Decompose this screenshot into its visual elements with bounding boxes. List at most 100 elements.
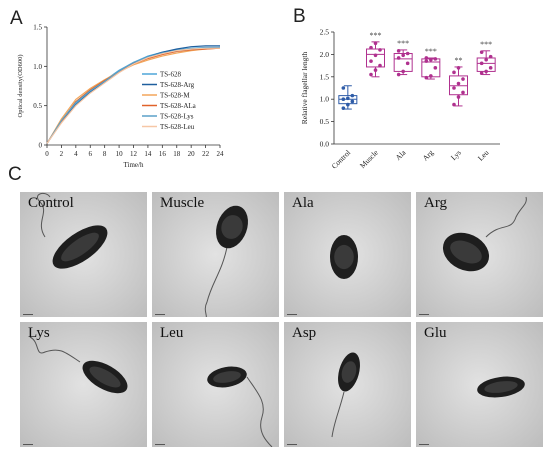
tem-label: Arg (424, 195, 448, 211)
tem-label: Asp (292, 325, 317, 341)
y-tick-label: 2.0 (320, 50, 330, 59)
data-point (488, 54, 493, 59)
y-tick-label: 0 (39, 142, 43, 150)
y-tick-label: 1.5 (320, 72, 330, 81)
significance-label: *** (425, 47, 437, 56)
cell-interior (484, 381, 518, 393)
micrograph (284, 192, 411, 317)
y-axis-label: Relative flagellar length (300, 52, 309, 125)
data-point (396, 72, 401, 77)
series-line (46, 45, 220, 144)
flagellum (246, 376, 273, 447)
cell-interior (450, 240, 482, 264)
micrograph (20, 322, 147, 447)
cell-interior (221, 215, 243, 239)
tem-image-leu: Leu (152, 322, 279, 447)
x-tick-label: 14 (144, 150, 152, 158)
cell-interior (61, 232, 99, 262)
y-axis-label: Optical density(OD600) (17, 54, 24, 117)
y-tick-label: 1.0 (33, 63, 42, 71)
category-label: Lys (449, 148, 463, 162)
scale-bar (419, 314, 429, 315)
box (366, 48, 385, 68)
x-tick-label: 2 (60, 150, 64, 158)
micrograph (20, 192, 147, 317)
data-point (433, 66, 438, 70)
data-point (373, 68, 378, 72)
data-point (461, 77, 465, 81)
data-point (424, 56, 429, 60)
flagellum (204, 246, 228, 317)
tem-label: Leu (160, 325, 184, 341)
data-point (479, 71, 484, 76)
category-label: Muscle (358, 148, 380, 170)
x-tick-label: 18 (173, 150, 181, 158)
legend-label: TS-628-Lys (160, 113, 194, 121)
tem-label: Glu (424, 325, 447, 341)
box (476, 57, 496, 72)
legend-label: TS-628-Leu (160, 123, 195, 131)
x-tick-label: 0 (45, 150, 49, 158)
y-tick-label: 1.5 (33, 24, 42, 32)
tem-image-control: Control (20, 192, 147, 317)
data-point (346, 96, 350, 101)
significance-label: ** (455, 56, 463, 65)
data-point (378, 63, 382, 68)
tem-image-glu: Glu (416, 322, 543, 447)
data-point (452, 102, 456, 107)
data-point (424, 75, 429, 80)
box (338, 95, 358, 105)
box (449, 75, 468, 96)
legend-label: TS-628 (160, 71, 182, 79)
x-tick-label: 8 (103, 150, 107, 158)
data-point (433, 57, 438, 61)
box (393, 53, 413, 72)
cell-interior (334, 244, 354, 270)
series-line (46, 46, 221, 144)
scale-bar (287, 444, 297, 445)
series-line (46, 47, 221, 144)
tem-image-asp: Asp (284, 322, 411, 447)
y-tick-label: 1.0 (320, 95, 330, 104)
tem-label: Ala (292, 195, 314, 211)
micrograph (416, 192, 543, 317)
data-point (456, 95, 461, 99)
series-line (46, 47, 220, 144)
micrograph (152, 322, 279, 447)
data-point (405, 61, 410, 66)
box (421, 58, 441, 78)
significance-label: *** (397, 39, 409, 48)
scale-bar (155, 444, 165, 445)
category-label: Arg (421, 148, 436, 163)
tem-image-muscle: Muscle (152, 192, 279, 317)
data-point (429, 57, 433, 62)
micrograph (416, 322, 543, 447)
data-point (373, 53, 378, 58)
cell-interior (341, 361, 357, 383)
x-axis-label: Time/h (124, 161, 144, 169)
x-tick-label: 20 (188, 150, 196, 158)
data-point (378, 48, 382, 52)
series-line (46, 47, 221, 144)
data-point (461, 90, 465, 95)
data-point (456, 81, 461, 86)
cell-interior (89, 366, 121, 388)
x-tick-label: 4 (74, 150, 78, 158)
data-point (401, 53, 405, 58)
data-point (452, 70, 456, 75)
data-point (369, 59, 373, 63)
series-line (46, 46, 220, 144)
x-tick-label: 16 (159, 150, 167, 158)
data-point (424, 59, 429, 63)
panel-b-letter: B (293, 6, 306, 27)
scale-bar (287, 314, 297, 315)
flagellum (29, 336, 81, 363)
micrograph (284, 322, 411, 447)
x-tick-label: 22 (202, 150, 210, 158)
cell-interior (213, 371, 241, 383)
x-tick-label: 24 (217, 150, 225, 158)
data-point (350, 93, 355, 98)
significance-label: *** (370, 31, 382, 40)
tem-label: Muscle (160, 195, 205, 211)
data-point (452, 86, 456, 90)
